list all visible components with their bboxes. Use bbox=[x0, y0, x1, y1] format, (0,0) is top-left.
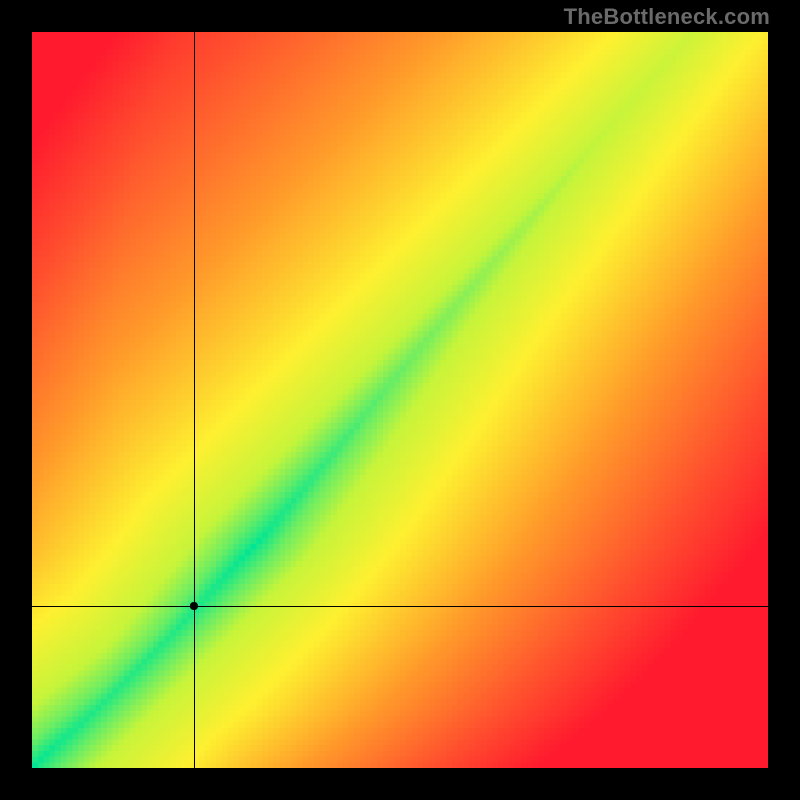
watermark-text: TheBottleneck.com bbox=[564, 4, 770, 30]
figure-root: TheBottleneck.com bbox=[0, 0, 800, 800]
crosshair-overlay bbox=[32, 32, 768, 768]
plot-area bbox=[32, 32, 768, 768]
